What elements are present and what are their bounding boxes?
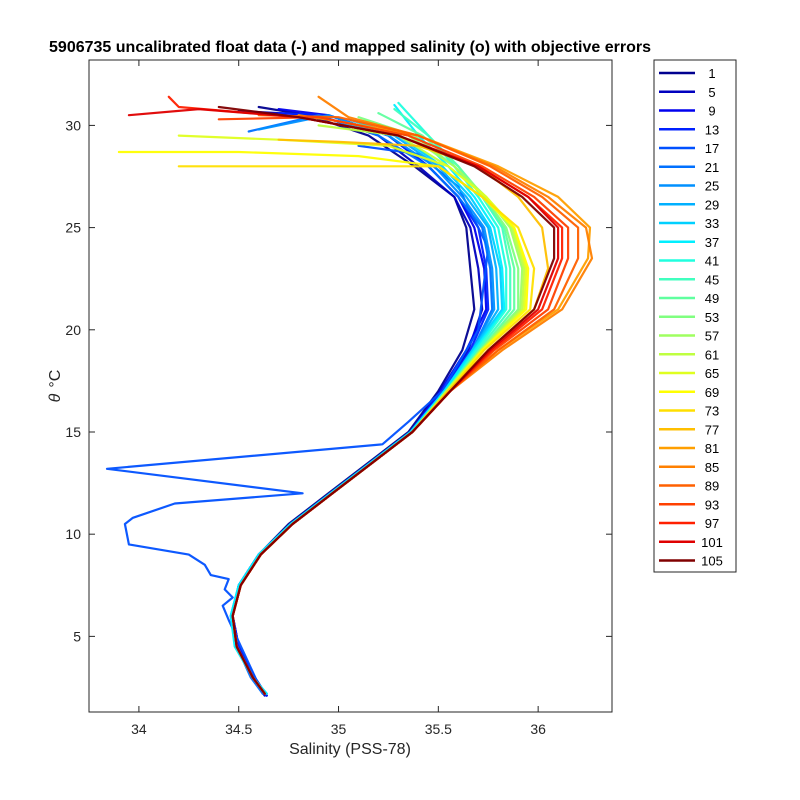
x-tick-label: 35.5 <box>425 721 452 737</box>
legend-label-29: 29 <box>705 197 719 212</box>
legend-label-69: 69 <box>705 385 719 400</box>
series-line-17 <box>105 144 490 695</box>
legend-label-73: 73 <box>705 404 719 419</box>
y-tick-label: 5 <box>73 628 81 644</box>
x-tick-label: 34 <box>131 721 147 737</box>
legend-label-77: 77 <box>705 422 719 437</box>
legend: 1 5 9 13 17 21 25 29 33 37 41 45 49 53 57 61 65 69 73 77 81 8… <box>653 59 737 573</box>
plot-area <box>89 60 612 712</box>
axes-box <box>88 59 613 713</box>
legend-label-105: 105 <box>701 554 723 569</box>
legend-label-89: 89 <box>705 479 719 494</box>
series-line-37 <box>229 103 506 695</box>
legend-label-81: 81 <box>705 441 719 456</box>
y-tick-labels: 5 10 15 20 25 30 <box>65 117 81 644</box>
legend-label-17: 17 <box>705 141 719 156</box>
series-layer <box>105 95 594 697</box>
legend-label-57: 57 <box>705 329 719 344</box>
legend-label-85: 85 <box>705 460 719 475</box>
legend-label-61: 61 <box>705 347 719 362</box>
y-tick-label: 10 <box>65 526 81 542</box>
legend-label-49: 49 <box>705 291 719 306</box>
legend-label-93: 93 <box>705 497 719 512</box>
x-tick-label: 35 <box>331 721 347 737</box>
legend-label-5: 5 <box>708 85 715 100</box>
series-line-105 <box>217 105 556 695</box>
x-tick-labels: 34 34.5 35 35.5 36 <box>131 721 546 737</box>
y-axis-unit: °C <box>47 370 64 388</box>
legend-label-13: 13 <box>705 122 719 137</box>
legend-entries: 1 5 9 13 17 21 25 29 33 37 41 45 49 53 57 61 65 69 73 77 81 8… <box>659 66 723 569</box>
y-axis-label: θ °C <box>47 370 64 403</box>
legend-label-33: 33 <box>705 216 719 231</box>
legend-label-41: 41 <box>705 254 719 269</box>
legend-label-1: 1 <box>708 66 715 81</box>
y-axis-symbol: θ <box>47 393 64 402</box>
y-tick-label: 20 <box>65 322 81 338</box>
legend-label-97: 97 <box>705 516 719 531</box>
legend-label-101: 101 <box>701 535 723 550</box>
legend-label-65: 65 <box>705 366 719 381</box>
chart-title: 5906735 uncalibrated float data (-) and … <box>49 39 651 56</box>
legend-label-37: 37 <box>705 235 719 250</box>
legend-label-21: 21 <box>705 160 719 175</box>
y-tick-label: 15 <box>65 424 81 440</box>
legend-label-45: 45 <box>705 272 719 287</box>
x-tick-label: 36 <box>530 721 546 737</box>
legend-label-9: 9 <box>708 104 715 119</box>
y-tick-label: 25 <box>65 220 81 236</box>
legend-label-53: 53 <box>705 310 719 325</box>
legend-label-25: 25 <box>705 179 719 194</box>
tick-layer <box>89 60 612 712</box>
x-axis-label: Salinity (PSS-78) <box>289 741 411 758</box>
x-tick-label: 34.5 <box>225 721 252 737</box>
y-tick-label: 30 <box>65 117 81 133</box>
